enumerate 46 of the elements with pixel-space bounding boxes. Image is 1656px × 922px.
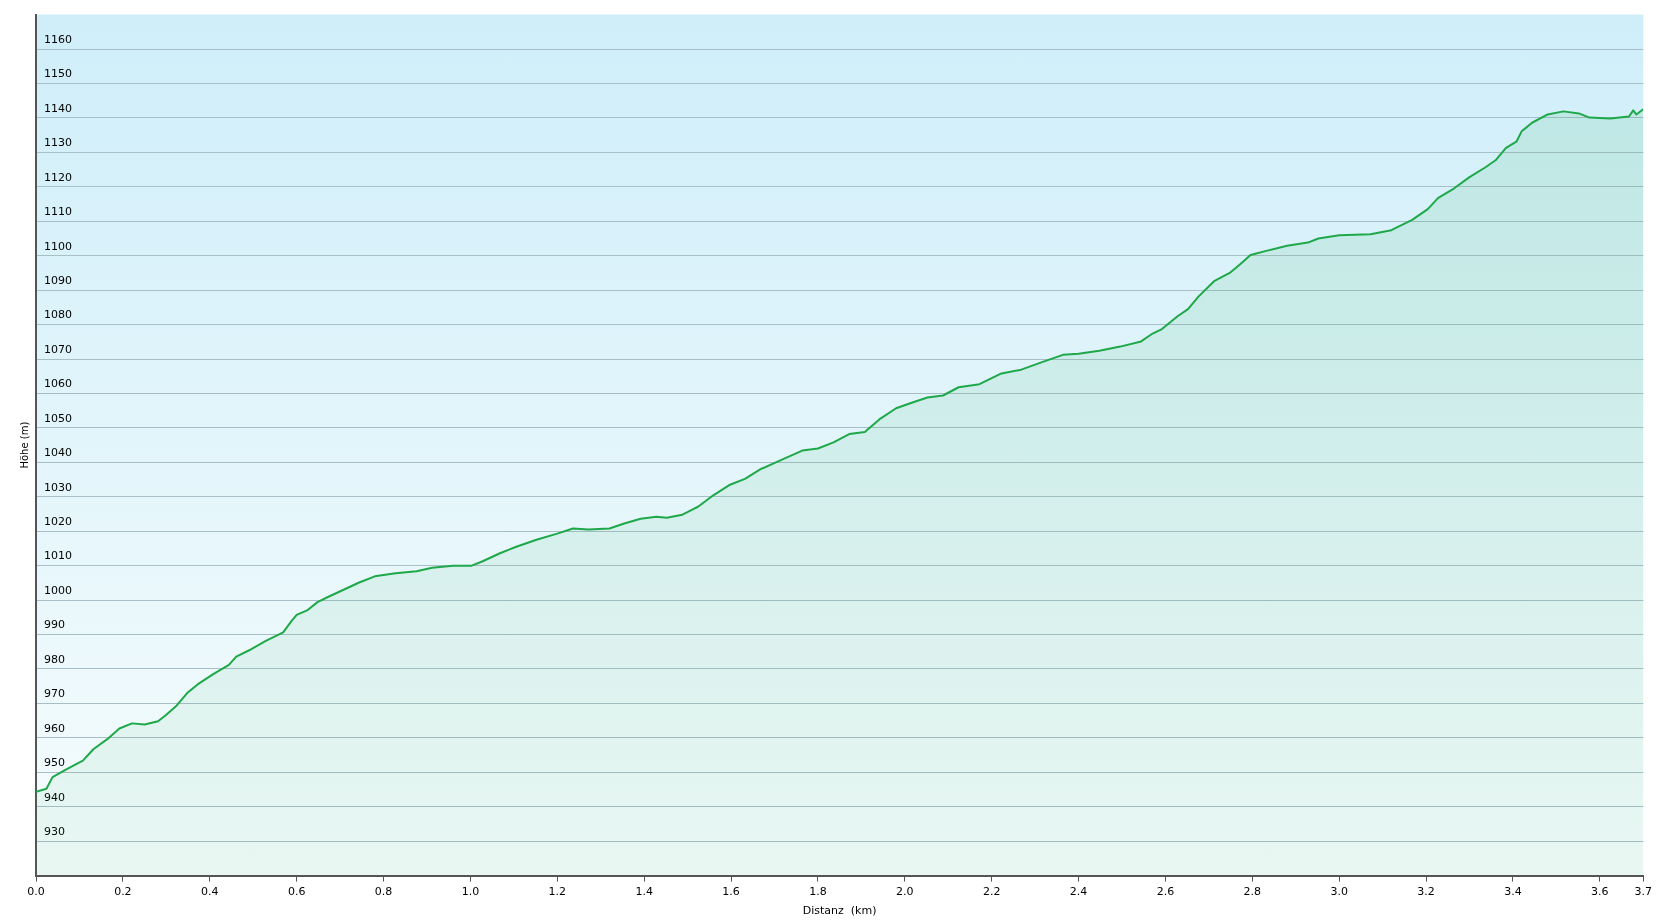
x-tick-label: 1.2 [548,885,567,899]
y-tick-label: 1030 [44,480,72,494]
y-tick-label: 1000 [44,583,72,597]
x-tick-label: 1.6 [722,885,740,899]
y-tick-label: 1070 [44,342,72,356]
y-axis-title: Höhe (m) [18,421,30,469]
x-tick-label: 3.7 [1634,885,1652,899]
y-tick-label: 1020 [44,515,72,529]
x-tick-label: 2.8 [1243,885,1262,899]
y-tick-label: 950 [44,756,65,770]
y-tick-label: 1160 [44,32,72,46]
x-tick-label: 3.6 [1591,885,1609,899]
x-tick-label: 0.0 [27,885,45,899]
y-tick-label: 1080 [44,308,72,322]
y-tick-label: 1120 [44,170,72,184]
y-tick-label: 980 [44,652,65,666]
x-tick-label: 2.2 [982,885,1001,899]
x-tick-label: 3.4 [1504,885,1522,899]
x-tick-label: 3.2 [1417,885,1435,899]
x-axis-title: Distanz (km) [802,904,877,918]
y-tick-label: 1040 [44,446,72,460]
y-tick-label: 1060 [44,377,72,391]
y-tick-label: 930 [44,825,65,839]
y-tick-label: 1100 [44,239,72,253]
x-tick-label: 2.4 [1069,885,1088,899]
x-tick-label: 0.2 [114,885,132,899]
x-tick-label: 0.4 [201,885,219,899]
y-tick-label: 1090 [44,273,72,287]
y-tick-label: 1050 [44,411,72,425]
x-tick-label: 0.8 [374,885,393,899]
y-tick-label: 940 [44,790,65,804]
x-tick-label: 3.0 [1330,885,1348,899]
x-tick-label: 1.4 [635,885,653,899]
y-tick-label: 1010 [44,549,72,563]
y-tick-label: 1150 [44,67,72,81]
y-tick-label: 1130 [44,136,72,150]
y-tick-label: 970 [44,687,65,701]
x-tick-label: 2.6 [1156,885,1175,899]
y-tick-label: 1140 [44,101,72,115]
x-tick-label: 1.0 [461,885,480,899]
y-tick-label: 960 [44,721,65,735]
x-tick-label: 2.0 [896,885,914,899]
x-tick-label: 1.8 [809,885,827,899]
y-tick-label: 990 [44,618,65,632]
x-tick-label: 0.6 [287,885,306,899]
y-tick-label: 1110 [44,205,72,219]
